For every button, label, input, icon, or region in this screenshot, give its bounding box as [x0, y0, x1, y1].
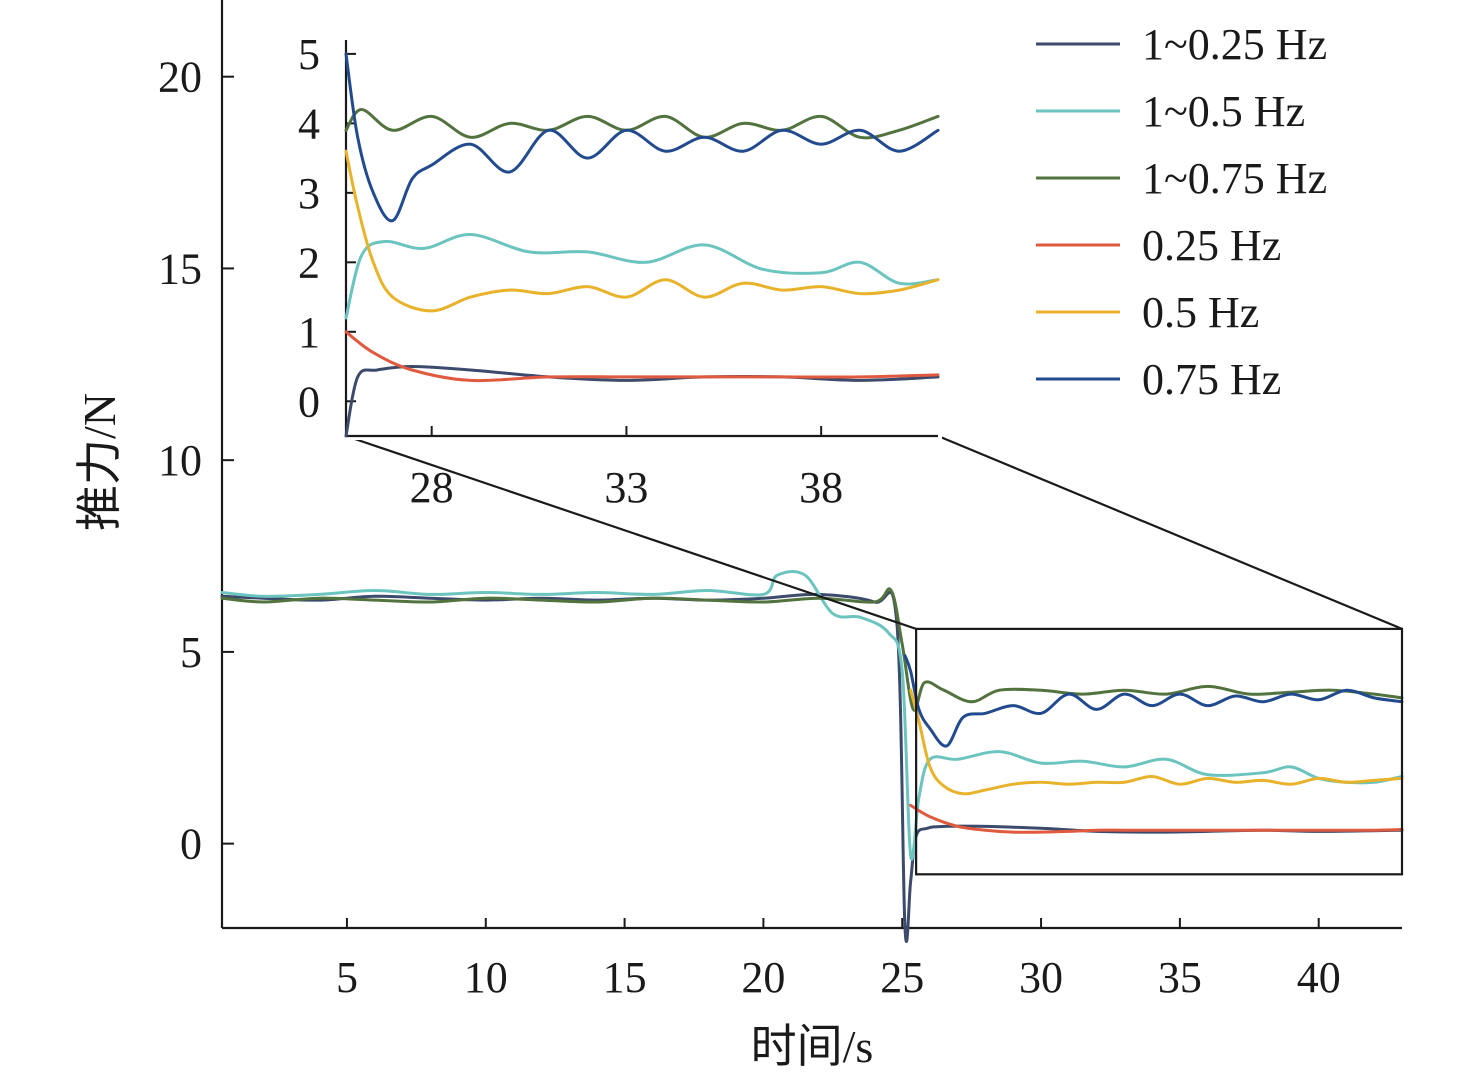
series-line-5 — [909, 688, 1404, 796]
x-tick-label: 15 — [603, 953, 647, 1002]
inset-series-line-4 — [344, 330, 940, 383]
zoom-region-rect — [915, 627, 1404, 876]
zoom-region-box — [345, 434, 1404, 876]
series-line-4 — [909, 803, 1404, 834]
inset-y-tick-label: 2 — [298, 238, 320, 287]
zoom-connector-right — [937, 434, 1403, 630]
legend-label: 0.75 Hz — [1142, 355, 1281, 404]
x-tick-label: 35 — [1158, 953, 1202, 1002]
legend-label: 1~0.25 Hz — [1142, 20, 1327, 69]
y-axis-title: 推力/N — [74, 393, 125, 531]
legend: 1~0.25 Hz 1~0.5 Hz 1~0.75 Hz 0.25 Hz 0.5 Hz 0… — [1024, 14, 1394, 412]
inset-x-tick-label: 33 — [604, 463, 648, 512]
inset-x-tick-label: 28 — [410, 463, 454, 512]
legend-label: 1~0.75 Hz — [1142, 154, 1327, 203]
legend-label: 0.25 Hz — [1142, 221, 1281, 270]
legend-background — [1024, 14, 1394, 412]
series-line-3 — [220, 587, 1404, 712]
inset-plot: 28 33 38 0 1 2 3 4 5 — [298, 10, 942, 512]
x-axis-title: 时间/s — [751, 1021, 874, 1072]
inset-y-tick-label: 4 — [298, 99, 320, 148]
inset-y-tick-label: 5 — [298, 30, 320, 79]
y-tick-label: 15 — [158, 244, 202, 293]
x-tick-label: 30 — [1019, 953, 1063, 1002]
y-tick-label: 5 — [180, 628, 202, 677]
y-tick-label: 20 — [158, 53, 202, 102]
x-tick-label: 25 — [880, 953, 924, 1002]
inset-series-line-6 — [344, 52, 940, 223]
inset-y-tick-label: 3 — [298, 169, 320, 218]
x-tick-label: 40 — [1297, 953, 1341, 1002]
legend-label: 0.5 Hz — [1142, 288, 1259, 337]
series-group — [220, 570, 1404, 943]
inset-series-group — [344, 52, 940, 438]
inset-y-tick-label: 1 — [298, 308, 320, 357]
series-line-2 — [220, 570, 1404, 861]
inset-series-line-5 — [344, 149, 940, 313]
series-line-6 — [903, 654, 1404, 748]
legend-label: 1~0.5 Hz — [1142, 87, 1305, 136]
inset-y-tick-label: 0 — [298, 377, 320, 426]
y-tick-label: 10 — [158, 436, 202, 485]
inset-series-line-2 — [344, 232, 940, 320]
x-tick-label: 10 — [464, 953, 508, 1002]
y-tick-label: 0 — [180, 820, 202, 869]
inset-x-tick-label: 38 — [799, 463, 843, 512]
series-line-1 — [220, 590, 1404, 943]
x-tick-label: 20 — [741, 953, 785, 1002]
zoom-connector-left — [345, 434, 917, 630]
x-tick-label: 5 — [336, 953, 358, 1002]
